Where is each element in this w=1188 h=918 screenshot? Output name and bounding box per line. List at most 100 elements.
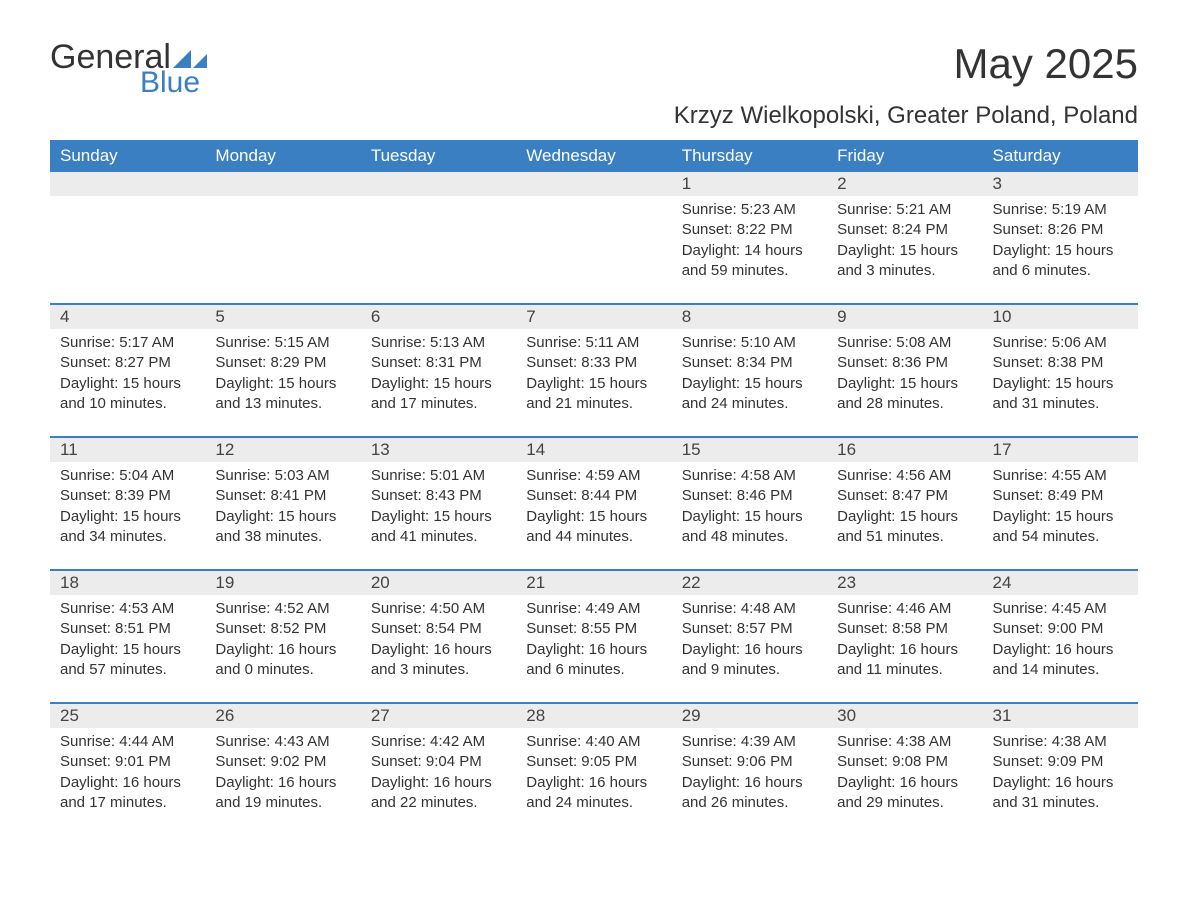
sunset-text: Sunset: 8:57 PM xyxy=(682,619,817,639)
daylight-text: Daylight: 16 hours and 19 minutes. xyxy=(215,773,350,814)
header-row: General Blue May 2025 xyxy=(50,40,1138,98)
day-cell: Sunrise: 5:10 AMSunset: 8:34 PMDaylight:… xyxy=(672,329,827,420)
day-number: 7 xyxy=(516,305,671,329)
day-cell: Sunrise: 4:44 AMSunset: 9:01 PMDaylight:… xyxy=(50,728,205,819)
day-cell: Sunrise: 4:50 AMSunset: 8:54 PMDaylight:… xyxy=(361,595,516,686)
sunset-text: Sunset: 8:27 PM xyxy=(60,353,195,373)
day-cell: Sunrise: 5:15 AMSunset: 8:29 PMDaylight:… xyxy=(205,329,360,420)
sunset-text: Sunset: 8:26 PM xyxy=(993,220,1128,240)
daylight-text: Daylight: 15 hours and 54 minutes. xyxy=(993,507,1128,548)
sunrise-text: Sunrise: 5:03 AM xyxy=(215,466,350,486)
daylight-text: Daylight: 15 hours and 34 minutes. xyxy=(60,507,195,548)
day-number: 3 xyxy=(983,172,1138,196)
sunset-text: Sunset: 8:24 PM xyxy=(837,220,972,240)
day-number: 13 xyxy=(361,438,516,462)
day-cell: Sunrise: 4:48 AMSunset: 8:57 PMDaylight:… xyxy=(672,595,827,686)
sunrise-text: Sunrise: 5:10 AM xyxy=(682,333,817,353)
sunrise-text: Sunrise: 4:49 AM xyxy=(526,599,661,619)
sunrise-text: Sunrise: 4:50 AM xyxy=(371,599,506,619)
sunset-text: Sunset: 9:02 PM xyxy=(215,752,350,772)
day-number: 29 xyxy=(672,704,827,728)
sunrise-text: Sunrise: 5:23 AM xyxy=(682,200,817,220)
sunrise-text: Sunrise: 4:53 AM xyxy=(60,599,195,619)
sunset-text: Sunset: 8:49 PM xyxy=(993,486,1128,506)
day-cell: Sunrise: 4:42 AMSunset: 9:04 PMDaylight:… xyxy=(361,728,516,819)
weekday-header: Tuesday xyxy=(361,140,516,172)
day-number: 6 xyxy=(361,305,516,329)
day-cell: Sunrise: 5:04 AMSunset: 8:39 PMDaylight:… xyxy=(50,462,205,553)
day-number: 2 xyxy=(827,172,982,196)
sunset-text: Sunset: 9:00 PM xyxy=(993,619,1128,639)
day-cell: Sunrise: 4:46 AMSunset: 8:58 PMDaylight:… xyxy=(827,595,982,686)
sunrise-text: Sunrise: 4:55 AM xyxy=(993,466,1128,486)
weekday-header: Friday xyxy=(827,140,982,172)
sunrise-text: Sunrise: 4:44 AM xyxy=(60,732,195,752)
daylight-text: Daylight: 15 hours and 51 minutes. xyxy=(837,507,972,548)
day-number: 16 xyxy=(827,438,982,462)
day-number: 25 xyxy=(50,704,205,728)
weekday-header: Monday xyxy=(205,140,360,172)
sunset-text: Sunset: 8:22 PM xyxy=(682,220,817,240)
sunrise-text: Sunrise: 4:38 AM xyxy=(993,732,1128,752)
daylight-text: Daylight: 15 hours and 28 minutes. xyxy=(837,374,972,415)
sunrise-text: Sunrise: 4:38 AM xyxy=(837,732,972,752)
day-number: 14 xyxy=(516,438,671,462)
sunset-text: Sunset: 8:46 PM xyxy=(682,486,817,506)
daylight-text: Daylight: 16 hours and 24 minutes. xyxy=(526,773,661,814)
day-cell: Sunrise: 4:49 AMSunset: 8:55 PMDaylight:… xyxy=(516,595,671,686)
daylight-text: Daylight: 16 hours and 14 minutes. xyxy=(993,640,1128,681)
day-cell xyxy=(361,196,516,287)
sunset-text: Sunset: 8:54 PM xyxy=(371,619,506,639)
sunset-text: Sunset: 8:33 PM xyxy=(526,353,661,373)
day-number: 10 xyxy=(983,305,1138,329)
day-cell: Sunrise: 5:19 AMSunset: 8:26 PMDaylight:… xyxy=(983,196,1138,287)
day-number: 19 xyxy=(205,571,360,595)
sunset-text: Sunset: 8:38 PM xyxy=(993,353,1128,373)
day-cell: Sunrise: 5:23 AMSunset: 8:22 PMDaylight:… xyxy=(672,196,827,287)
sunset-text: Sunset: 8:36 PM xyxy=(837,353,972,373)
day-cell: Sunrise: 4:58 AMSunset: 8:46 PMDaylight:… xyxy=(672,462,827,553)
logo-word-blue: Blue xyxy=(140,68,207,98)
day-number: 20 xyxy=(361,571,516,595)
sunset-text: Sunset: 9:09 PM xyxy=(993,752,1128,772)
daylight-text: Daylight: 16 hours and 17 minutes. xyxy=(60,773,195,814)
daylight-text: Daylight: 16 hours and 6 minutes. xyxy=(526,640,661,681)
daylight-text: Daylight: 16 hours and 22 minutes. xyxy=(371,773,506,814)
day-body-strip: Sunrise: 4:53 AMSunset: 8:51 PMDaylight:… xyxy=(50,595,1138,686)
day-number: 11 xyxy=(50,438,205,462)
daylight-text: Daylight: 16 hours and 0 minutes. xyxy=(215,640,350,681)
sunrise-text: Sunrise: 5:21 AM xyxy=(837,200,972,220)
daylight-text: Daylight: 15 hours and 48 minutes. xyxy=(682,507,817,548)
day-cell: Sunrise: 5:01 AMSunset: 8:43 PMDaylight:… xyxy=(361,462,516,553)
day-number: 18 xyxy=(50,571,205,595)
day-cell: Sunrise: 4:53 AMSunset: 8:51 PMDaylight:… xyxy=(50,595,205,686)
sunrise-text: Sunrise: 5:17 AM xyxy=(60,333,195,353)
sunrise-text: Sunrise: 5:08 AM xyxy=(837,333,972,353)
sunset-text: Sunset: 8:39 PM xyxy=(60,486,195,506)
daylight-text: Daylight: 15 hours and 3 minutes. xyxy=(837,241,972,282)
weekday-header: Saturday xyxy=(983,140,1138,172)
page-title: May 2025 xyxy=(954,40,1138,88)
day-number: 5 xyxy=(205,305,360,329)
day-number xyxy=(516,172,671,196)
sunrise-text: Sunrise: 5:19 AM xyxy=(993,200,1128,220)
weekday-header-row: Sunday Monday Tuesday Wednesday Thursday… xyxy=(50,140,1138,172)
day-cell: Sunrise: 4:55 AMSunset: 8:49 PMDaylight:… xyxy=(983,462,1138,553)
day-cell: Sunrise: 5:11 AMSunset: 8:33 PMDaylight:… xyxy=(516,329,671,420)
day-cell: Sunrise: 5:21 AMSunset: 8:24 PMDaylight:… xyxy=(827,196,982,287)
sunset-text: Sunset: 8:41 PM xyxy=(215,486,350,506)
day-number: 23 xyxy=(827,571,982,595)
sunset-text: Sunset: 8:31 PM xyxy=(371,353,506,373)
weekday-header: Sunday xyxy=(50,140,205,172)
day-number: 9 xyxy=(827,305,982,329)
sunset-text: Sunset: 8:34 PM xyxy=(682,353,817,373)
day-body-strip: Sunrise: 5:17 AMSunset: 8:27 PM Daylight:… xyxy=(50,329,1138,420)
day-cell: Sunrise: 4:40 AMSunset: 9:05 PMDaylight:… xyxy=(516,728,671,819)
day-number: 22 xyxy=(672,571,827,595)
day-cell: Sunrise: 5:08 AMSunset: 8:36 PMDaylight:… xyxy=(827,329,982,420)
day-cell: Sunrise: 5:17 AMSunset: 8:27 PMDaylight:… xyxy=(50,329,205,420)
sunrise-text: Sunrise: 5:13 AM xyxy=(371,333,506,353)
daylight-text: Daylight: 14 hours and 59 minutes. xyxy=(682,241,817,282)
day-cell: Sunrise: 4:56 AMSunset: 8:47 PMDaylight:… xyxy=(827,462,982,553)
daylight-text: Daylight: 16 hours and 9 minutes. xyxy=(682,640,817,681)
